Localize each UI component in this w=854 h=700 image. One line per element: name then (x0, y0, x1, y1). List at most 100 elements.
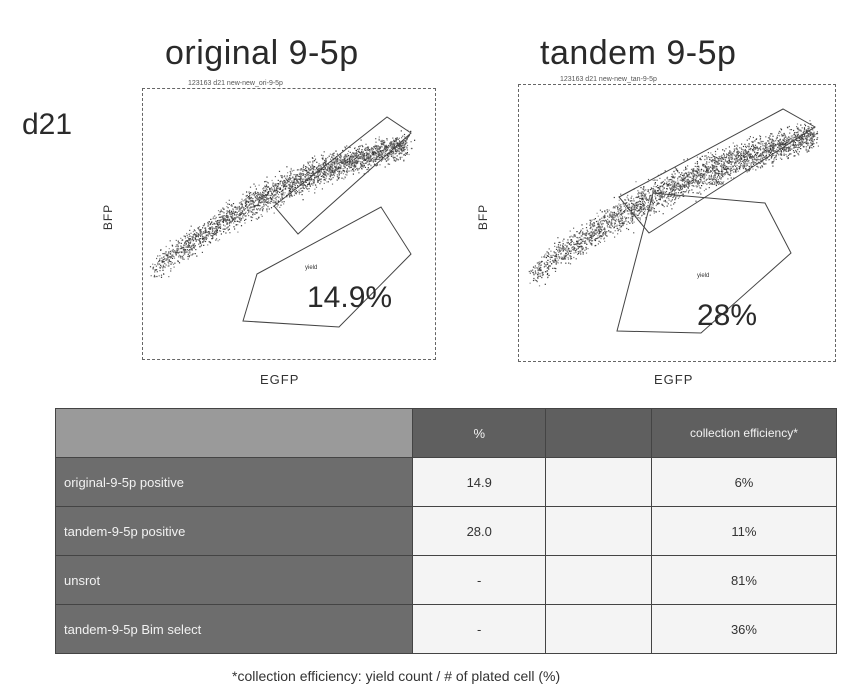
scatter-dot (301, 190, 303, 192)
scatter-dot (224, 228, 226, 230)
scatter-dot (263, 192, 265, 194)
scatter-dot (221, 221, 224, 223)
scatter-dot (366, 160, 368, 162)
scatter-dot (752, 136, 754, 139)
scatter-dot (772, 142, 774, 145)
scatter-dot (183, 251, 185, 253)
scatter-dot (808, 143, 810, 145)
scatter-dot (722, 170, 724, 172)
scatter-dot (335, 159, 337, 161)
scatter-dot (167, 265, 169, 267)
scatter-dot (569, 263, 572, 265)
scatter-dot (599, 235, 601, 237)
scatter-dot (661, 203, 663, 205)
scatter-dot (619, 211, 621, 213)
scatter-dot (655, 192, 657, 194)
scatter-dot (348, 170, 350, 172)
scatter-dot (740, 165, 742, 167)
scatter-dot (753, 156, 755, 158)
scatter-dot (351, 153, 353, 155)
scatter-dot (209, 226, 211, 229)
scatter-dot (597, 223, 599, 226)
scatter-dot (342, 159, 344, 161)
scatter-dot (283, 194, 285, 196)
scatter-dot (604, 210, 606, 213)
scatter-dot (762, 148, 764, 150)
scatter-dot (255, 197, 257, 199)
scatter-dot (227, 203, 229, 205)
scatter-dot (673, 185, 675, 187)
scatter-dot (245, 195, 247, 197)
scatter-dot (262, 191, 264, 193)
scatter-dot (683, 191, 685, 193)
scatter-dot (189, 252, 191, 254)
scatter-dot (347, 170, 349, 172)
scatter-dot (318, 165, 320, 167)
scatter-dot (272, 184, 274, 186)
scatter-dot (383, 140, 385, 142)
scatter-dot (289, 194, 291, 196)
scatter-dot (359, 161, 361, 163)
scatter-dot (339, 168, 341, 170)
scatter-dot (803, 142, 805, 144)
scatter-dot (223, 218, 225, 220)
scatter-dot (198, 226, 201, 228)
scatter-dot (698, 168, 700, 170)
scatter-dot (721, 174, 723, 176)
scatter-dot (561, 256, 563, 258)
scatter-dot (540, 267, 542, 269)
scatter-dot (692, 178, 694, 180)
scatter-dot (645, 189, 647, 191)
scatter-dot (283, 185, 286, 187)
scatter-dot (655, 211, 657, 213)
scatter-dot (191, 238, 193, 240)
scatter-dot (307, 188, 309, 190)
scatter-dot (364, 166, 366, 168)
scatter-dot (302, 170, 304, 172)
scatter-dot (197, 235, 199, 237)
scatter-dot (581, 250, 583, 252)
scatter-dot (294, 183, 296, 185)
scatter-dot (538, 275, 540, 277)
scatter-dot (748, 138, 750, 140)
scatter-dot (573, 252, 575, 254)
scatter-dot (339, 161, 341, 163)
scatter-dot (631, 200, 633, 202)
scatter-dot (302, 174, 304, 176)
scatter-dot (700, 170, 702, 172)
scatter-dot (600, 238, 602, 240)
scatter-dot (256, 196, 258, 198)
scatter-dot (346, 172, 348, 174)
scatter-dot (303, 179, 305, 181)
scatter-dot (617, 233, 619, 235)
scatter-dot (554, 261, 556, 263)
scatter-dot (154, 264, 156, 266)
scatter-dot (255, 195, 258, 197)
scatter-dot (167, 255, 169, 257)
scatter-dot (201, 234, 203, 236)
scatter-dot (272, 182, 274, 184)
scatter-dot (203, 240, 205, 242)
scatter-dot (178, 249, 180, 251)
scatter-dot (721, 165, 723, 168)
scatter-dot (275, 197, 277, 199)
scatter-dot (599, 231, 601, 233)
scatter-dot (250, 203, 252, 205)
scatter-dot (699, 191, 701, 193)
scatter-dot (250, 216, 252, 218)
scatter-dot (750, 156, 752, 158)
scatter-dot (289, 188, 291, 190)
scatter-dot (261, 206, 263, 208)
scatter-dot (663, 206, 665, 208)
scatter-dot (696, 186, 698, 188)
scatter-dot (266, 209, 268, 211)
scatter-dot (693, 168, 695, 170)
scatter-dot (201, 238, 204, 240)
scatter-dot (192, 236, 194, 238)
scatter-dot (336, 159, 338, 161)
scatter-dot (651, 207, 653, 209)
scatter-dot (762, 140, 764, 143)
scatter-dot (787, 140, 789, 143)
scatter-dot (671, 208, 673, 210)
scatter-dot (266, 208, 268, 210)
